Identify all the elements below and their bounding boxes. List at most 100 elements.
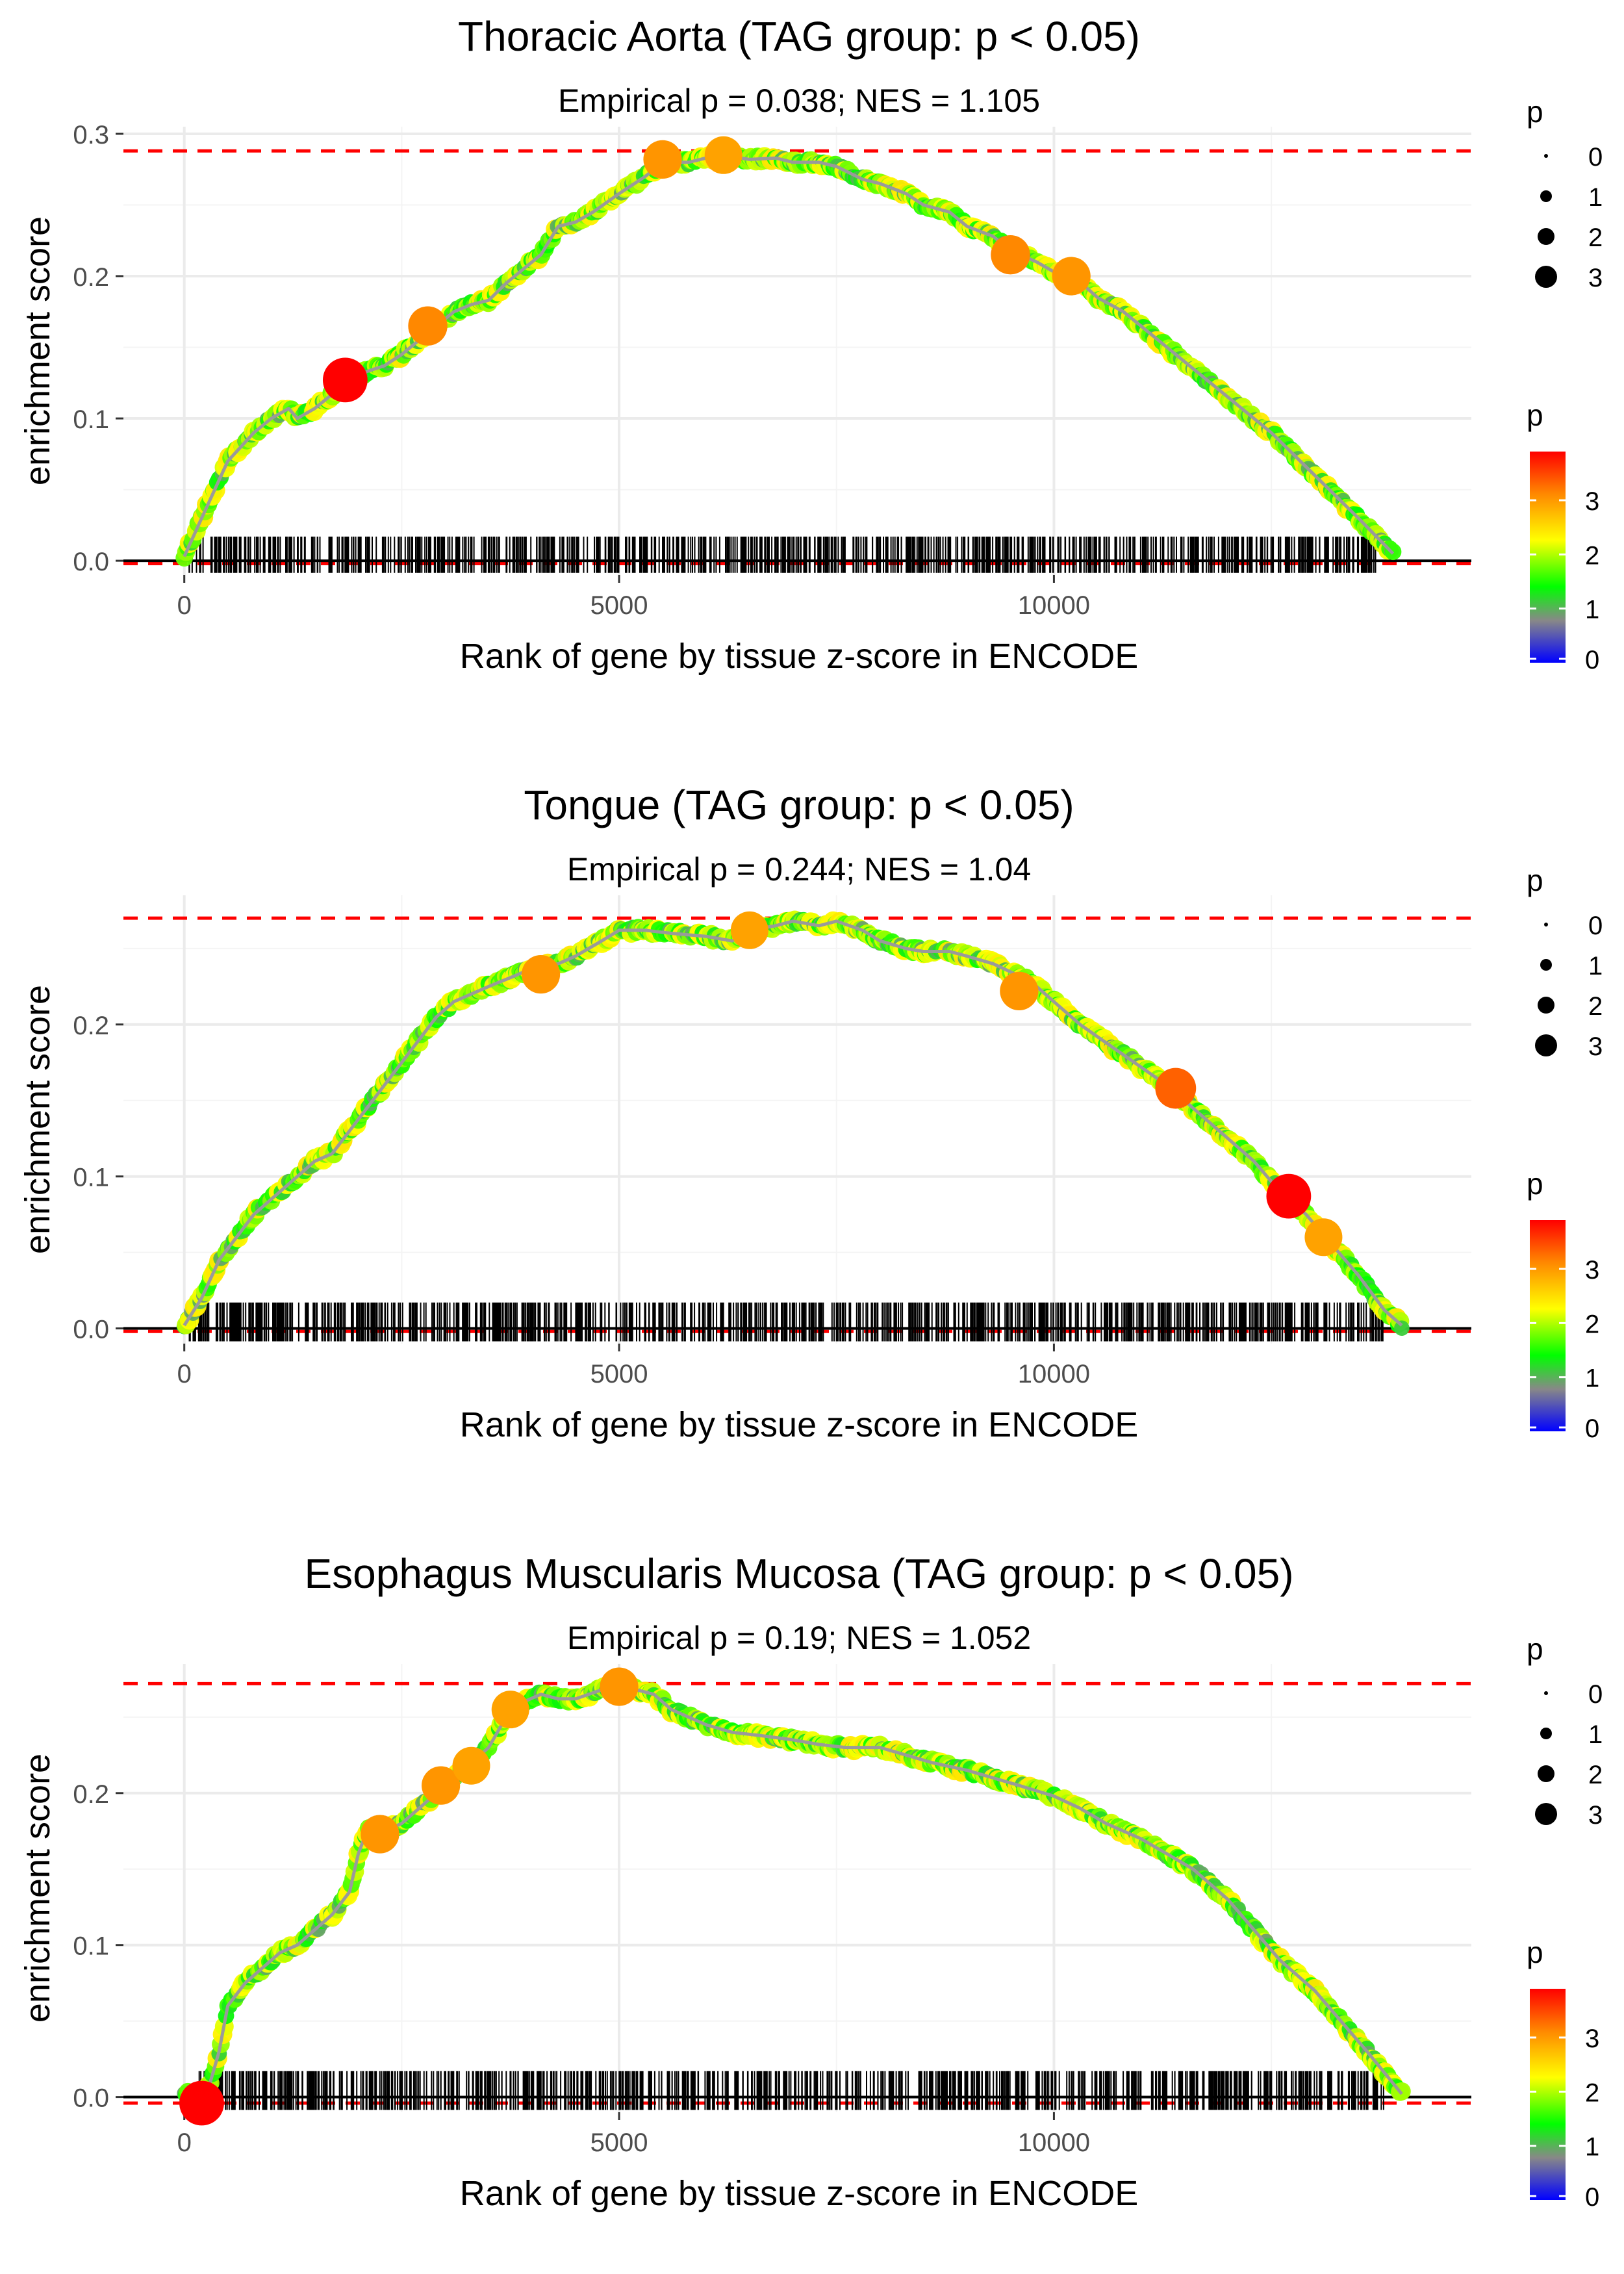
size-legend-dot [1535, 266, 1557, 288]
x-tick-label: 10000 [1018, 591, 1090, 620]
size-legend-label: 3 [1588, 264, 1603, 292]
y-tick-label: 0.2 [73, 1780, 109, 1809]
y-tick-label: 0.0 [73, 1316, 109, 1344]
size-legend-dot [1544, 923, 1548, 926]
significant-gene-point [361, 1815, 400, 1854]
significant-gene-point [730, 911, 768, 949]
significant-gene-point [408, 306, 448, 346]
colorbar-label: 2 [1585, 541, 1599, 570]
significant-gene-point [1000, 971, 1039, 1010]
y-tick-label: 0.0 [73, 2084, 109, 2113]
size-legend-dot [1540, 1728, 1552, 1739]
x-tick-label: 0 [177, 1360, 192, 1388]
chart-subtitle: Empirical p = 0.244; NES = 1.04 [567, 851, 1031, 888]
size-legend-label: 2 [1588, 992, 1603, 1021]
significant-gene-point [704, 136, 742, 174]
significant-gene-point [1266, 1173, 1312, 1219]
x-axis-label: Rank of gene by tissue z-score in ENCODE [460, 1405, 1138, 1444]
size-legend-dot [1538, 228, 1554, 245]
size-legend-title: p [1527, 95, 1543, 129]
significant-gene-point [422, 1766, 461, 1805]
colorbar-label: 3 [1585, 1256, 1599, 1284]
chart-title: Esophagus Muscularis Mucosa (TAG group: … [304, 1550, 1293, 1597]
significant-gene-point [322, 357, 368, 403]
size-legend-label: 2 [1588, 1761, 1603, 1789]
size-legend-label: 0 [1588, 912, 1603, 940]
colorbar [1530, 1989, 1566, 2200]
chart-subtitle: Empirical p = 0.038; NES = 1.105 [558, 83, 1040, 119]
color-legend-title: p [1527, 398, 1543, 432]
y-tick-label: 0.1 [73, 1164, 109, 1192]
x-tick-label: 0 [177, 2128, 192, 2157]
size-legend-label: 1 [1588, 952, 1603, 980]
size-legend-label: 1 [1588, 183, 1603, 212]
y-tick-label: 0.1 [73, 405, 109, 434]
significant-gene-point [643, 140, 682, 179]
es-line [183, 153, 1395, 557]
colorbar-label: 3 [1585, 2025, 1599, 2053]
significant-gene-point [452, 1746, 490, 1785]
x-tick-label: 5000 [590, 591, 648, 620]
significant-gene-point [1304, 1218, 1343, 1257]
chart-title: Thoracic Aorta (TAG group: p < 0.05) [458, 13, 1140, 60]
colorbar [1530, 452, 1566, 663]
size-legend-label: 0 [1588, 143, 1603, 172]
size-legend-dot [1540, 190, 1552, 202]
size-legend-dot [1535, 1034, 1557, 1056]
y-tick-label: 0.1 [73, 1932, 109, 1961]
colorbar-label: 2 [1585, 2078, 1599, 2107]
size-legend-label: 2 [1588, 224, 1603, 252]
y-axis-label: enrichment score [18, 985, 57, 1254]
y-tick-label: 0.3 [73, 121, 109, 149]
gene-hit-ticks [188, 1302, 1384, 1342]
x-axis-label: Rank of gene by tissue z-score in ENCODE [460, 637, 1138, 676]
size-legend-label: 0 [1588, 1680, 1603, 1709]
colorbar-label: 3 [1585, 487, 1599, 516]
colorbar [1530, 1220, 1566, 1431]
chart-panel-2: Tongue (TAG group: p < 0.05) Empirical p … [18, 782, 1603, 1444]
gene-hit-ticks [198, 2071, 1384, 2110]
significant-gene-point [179, 2080, 224, 2126]
x-tick-label: 5000 [590, 2128, 648, 2157]
color-legend-title: p [1527, 1935, 1543, 1969]
size-legend-title: p [1527, 1632, 1543, 1666]
significant-gene-point [1155, 1067, 1197, 1109]
chart-title: Tongue (TAG group: p < 0.05) [524, 782, 1074, 828]
colorbar-label: 1 [1585, 596, 1599, 624]
size-legend-dot [1538, 1765, 1554, 1782]
size-legend-label: 3 [1588, 1032, 1603, 1061]
x-axis-label: Rank of gene by tissue z-score in ENCODE [460, 2174, 1138, 2213]
y-axis-label: enrichment score [18, 216, 57, 485]
size-legend-dot [1544, 154, 1548, 158]
chart-panel-3: Esophagus Muscularis Mucosa (TAG group: … [18, 1550, 1603, 2213]
colorbar-label: 1 [1585, 1364, 1599, 1393]
significant-gene-point [491, 1691, 529, 1729]
size-legend-label: 1 [1588, 1720, 1603, 1749]
significant-gene-point [521, 955, 561, 994]
x-tick-label: 10000 [1018, 1360, 1090, 1388]
x-tick-label: 5000 [590, 1360, 648, 1388]
colorbar-label: 0 [1585, 1414, 1599, 1443]
size-legend-dot [1538, 997, 1554, 1014]
y-axis-label: enrichment score [18, 1754, 57, 2023]
colorbar-label: 1 [1585, 2133, 1599, 2162]
color-legend-title: p [1527, 1167, 1543, 1201]
colorbar-label: 0 [1585, 646, 1599, 674]
chart-subtitle: Empirical p = 0.19; NES = 1.052 [567, 1620, 1031, 1656]
size-legend-title: p [1527, 863, 1543, 897]
colorbar-label: 2 [1585, 1310, 1599, 1338]
size-legend-dot [1544, 1691, 1548, 1695]
size-legend-dot [1540, 959, 1552, 971]
gene-hit-ticks [188, 536, 1377, 573]
chart-panel-1: Thoracic Aorta (TAG group: p < 0.05) Empi… [18, 13, 1603, 676]
size-legend-dot [1535, 1803, 1557, 1825]
significant-gene-point [991, 235, 1030, 275]
x-tick-label: 10000 [1018, 2128, 1090, 2157]
colorbar-label: 0 [1585, 2183, 1599, 2212]
y-tick-label: 0.2 [73, 1012, 109, 1040]
significant-gene-point [600, 1667, 639, 1706]
es-point [1394, 1320, 1410, 1336]
x-tick-label: 0 [177, 591, 192, 620]
size-legend-label: 3 [1588, 1801, 1603, 1830]
